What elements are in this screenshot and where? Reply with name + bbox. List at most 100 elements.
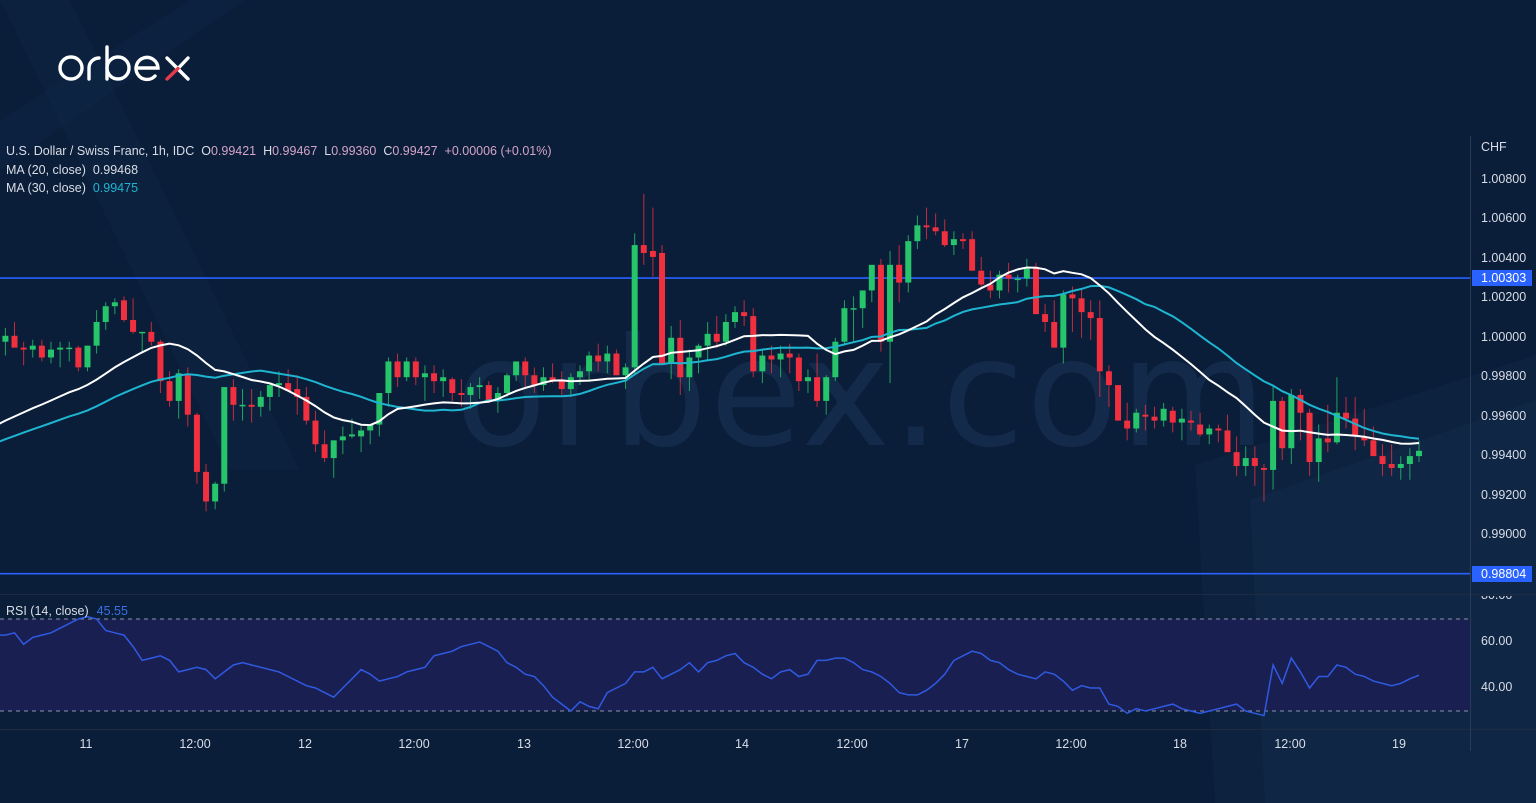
candle-up[interactable]	[1242, 458, 1249, 466]
candle-down[interactable]	[1096, 318, 1103, 372]
candle-up[interactable]	[777, 353, 784, 360]
candle-up[interactable]	[385, 361, 392, 393]
candle-down[interactable]	[795, 357, 802, 382]
candle-up[interactable]	[2, 335, 9, 342]
candle-down[interactable]	[1105, 371, 1112, 386]
candle-up[interactable]	[276, 383, 282, 386]
candle-up[interactable]	[367, 424, 374, 431]
candle-down[interactable]	[1215, 428, 1222, 431]
candle-down[interactable]	[130, 320, 137, 332]
candle-down[interactable]	[1352, 418, 1359, 437]
candle-up[interactable]	[586, 355, 593, 372]
candle-up[interactable]	[668, 337, 675, 364]
candle-down[interactable]	[394, 361, 401, 378]
candle-down[interactable]	[613, 353, 620, 376]
candle-up[interactable]	[175, 373, 182, 401]
candle-down[interactable]	[1251, 458, 1258, 466]
candle-up[interactable]	[1315, 438, 1322, 463]
candle-up[interactable]	[905, 241, 912, 283]
candle-up[interactable]	[950, 239, 957, 246]
candle-up[interactable]	[1178, 418, 1185, 423]
candle-down[interactable]	[1343, 412, 1350, 419]
candle-up[interactable]	[330, 440, 337, 459]
candle-up[interactable]	[421, 373, 428, 378]
candle-up[interactable]	[467, 387, 474, 395]
candle-up[interactable]	[622, 367, 629, 376]
candle-up[interactable]	[339, 436, 346, 441]
candle-up[interactable]	[868, 264, 875, 291]
candle-down[interactable]	[184, 375, 191, 415]
candle-up[interactable]	[93, 321, 100, 346]
candle-up[interactable]	[403, 361, 410, 378]
candle-down[interactable]	[1142, 414, 1149, 417]
candle-up[interactable]	[914, 225, 921, 242]
candle-down[interactable]	[877, 264, 884, 342]
candle-down[interactable]	[1051, 321, 1058, 348]
candle-up[interactable]	[266, 385, 273, 397]
candle-down[interactable]	[1042, 314, 1049, 322]
candle-up[interactable]	[66, 347, 73, 350]
candle-down[interactable]	[1388, 463, 1395, 468]
candle-up[interactable]	[823, 377, 830, 401]
candle-down[interactable]	[1087, 312, 1094, 319]
candle-down[interactable]	[1197, 424, 1204, 435]
candle-up[interactable]	[1014, 278, 1021, 281]
candle-up[interactable]	[540, 377, 547, 386]
candle-down[interactable]	[38, 345, 45, 358]
candle-down[interactable]	[1115, 385, 1122, 421]
candle-down[interactable]	[1306, 412, 1313, 463]
candle-up[interactable]	[84, 345, 91, 368]
candle-up[interactable]	[604, 353, 611, 362]
candle-down[interactable]	[11, 335, 18, 348]
candle-down[interactable]	[1233, 452, 1240, 466]
candle-down[interactable]	[1297, 394, 1304, 413]
candle-down[interactable]	[786, 353, 793, 358]
candle-down[interactable]	[531, 375, 538, 386]
candle-up[interactable]	[139, 331, 146, 334]
candle-down[interactable]	[713, 333, 720, 342]
candle-up[interactable]	[1133, 412, 1140, 429]
candle-up[interactable]	[1270, 400, 1277, 470]
candle-up[interactable]	[111, 302, 118, 307]
candle-up[interactable]	[221, 387, 228, 484]
candle-up[interactable]	[1060, 294, 1067, 348]
candle-down[interactable]	[1279, 400, 1286, 449]
candle-up[interactable]	[348, 434, 355, 437]
candle-up[interactable]	[1288, 394, 1295, 449]
candle-down[interactable]	[1370, 440, 1377, 457]
candle-up[interactable]	[567, 377, 574, 390]
candle-up[interactable]	[704, 333, 711, 346]
candle-up[interactable]	[859, 290, 866, 309]
candle-down[interactable]	[1361, 436, 1368, 441]
candle-down[interactable]	[321, 444, 328, 459]
candle-down[interactable]	[458, 392, 465, 395]
candle-down[interactable]	[941, 231, 948, 246]
candle-down[interactable]	[148, 331, 155, 342]
candle-down[interactable]	[303, 396, 310, 421]
candle-up[interactable]	[440, 377, 447, 382]
candle-up[interactable]	[1023, 268, 1030, 279]
candle-down[interactable]	[814, 377, 821, 401]
candle-down[interactable]	[449, 379, 456, 393]
candle-down[interactable]	[485, 385, 492, 401]
candle-down[interactable]	[431, 373, 438, 382]
candle-down[interactable]	[1224, 430, 1231, 453]
candle-up[interactable]	[212, 483, 219, 502]
candle-up[interactable]	[1397, 463, 1404, 468]
candle-down[interactable]	[1188, 420, 1194, 423]
candle-down[interactable]	[230, 387, 237, 405]
candle-down[interactable]	[677, 337, 684, 378]
candle-up[interactable]	[239, 404, 246, 407]
candle-up[interactable]	[494, 392, 501, 401]
candle-down[interactable]	[193, 414, 200, 472]
candle-down[interactable]	[1005, 274, 1012, 279]
candle-up[interactable]	[850, 308, 857, 310]
candle-up[interactable]	[102, 306, 109, 322]
candle-down[interactable]	[923, 225, 930, 228]
candle-down[interactable]	[649, 250, 656, 257]
candle-up[interactable]	[631, 245, 638, 368]
candle-up[interactable]	[513, 361, 520, 376]
candle-down[interactable]	[1379, 456, 1386, 464]
candle-down[interactable]	[750, 316, 757, 372]
candle-up[interactable]	[358, 430, 365, 437]
